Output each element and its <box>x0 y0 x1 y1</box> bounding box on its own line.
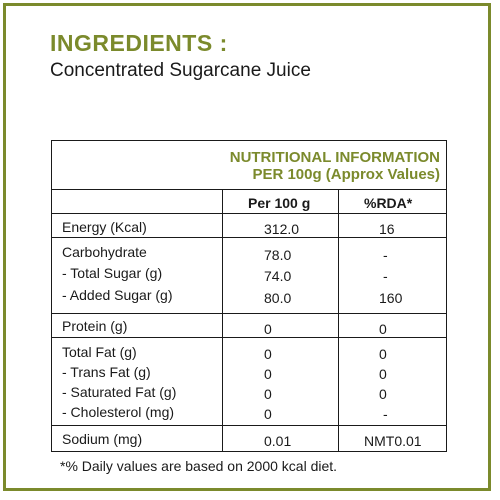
column-header-rda: %RDA* <box>364 195 413 211</box>
nutrition-header-line2: PER 100g (Approx Values) <box>252 166 440 183</box>
row-value-cholesterol: 0 <box>264 406 272 422</box>
row-rda-protein: 0 <box>379 321 387 337</box>
row-value-total-sugar: 74.0 <box>264 268 292 284</box>
row-rda-total-fat: 0 <box>379 346 387 362</box>
row-label-saturated-fat: - Saturated Fat (g) <box>62 384 177 400</box>
row-label-sodium: Sodium (mg) <box>62 431 143 447</box>
row-label-total-fat: Total Fat (g) <box>62 344 137 360</box>
row-label-total-sugar: - Total Sugar (g) <box>62 265 163 281</box>
row-value-carbohydrate: 78.0 <box>264 247 292 263</box>
column-divider <box>338 190 339 452</box>
row-divider <box>52 213 446 214</box>
label-border <box>3 3 491 491</box>
nutrition-header: NUTRITIONAL INFORMATION PER 100g (Approx… <box>52 141 446 190</box>
row-divider <box>52 313 446 314</box>
ingredients-heading: INGREDIENTS : <box>50 30 228 56</box>
column-header-per100: Per 100 g <box>248 195 311 211</box>
row-rda-added-sugar: 160 <box>379 290 403 306</box>
footnote: *% Daily values are based on 2000 kcal d… <box>60 458 338 474</box>
row-rda-saturated-fat: 0 <box>379 386 387 402</box>
row-divider <box>52 337 446 338</box>
row-rda-total-sugar: - <box>383 268 388 284</box>
ingredients-text: Concentrated Sugarcane Juice <box>50 60 311 81</box>
row-label-cholesterol: - Cholesterol (mg) <box>62 404 175 420</box>
row-rda-sodium: NMT0.01 <box>364 433 422 449</box>
row-value-protein: 0 <box>264 321 272 337</box>
row-value-energy: 312.0 <box>264 221 300 237</box>
nutrition-header-line1: NUTRITIONAL INFORMATION <box>229 149 440 166</box>
row-divider <box>52 425 446 426</box>
row-label-added-sugar: - Added Sugar (g) <box>62 287 173 303</box>
row-divider <box>52 237 446 238</box>
row-rda-cholesterol: - <box>383 406 388 422</box>
row-label-carbohydrate: Carbohydrate <box>62 244 147 260</box>
row-value-sodium: 0.01 <box>264 433 292 449</box>
row-value-trans-fat: 0 <box>264 366 272 382</box>
column-divider <box>222 190 223 452</box>
row-label-energy: Energy (Kcal) <box>62 219 147 235</box>
row-label-protein: Protein (g) <box>62 318 128 334</box>
row-rda-carbohydrate: - <box>383 247 388 263</box>
row-label-trans-fat: - Trans Fat (g) <box>62 364 151 380</box>
row-rda-trans-fat: 0 <box>379 366 387 382</box>
row-value-added-sugar: 80.0 <box>264 290 292 306</box>
row-rda-energy: 16 <box>379 221 395 237</box>
row-value-saturated-fat: 0 <box>264 386 272 402</box>
row-value-total-fat: 0 <box>264 346 272 362</box>
nutrition-table: NUTRITIONAL INFORMATION PER 100g (Approx… <box>51 140 447 452</box>
